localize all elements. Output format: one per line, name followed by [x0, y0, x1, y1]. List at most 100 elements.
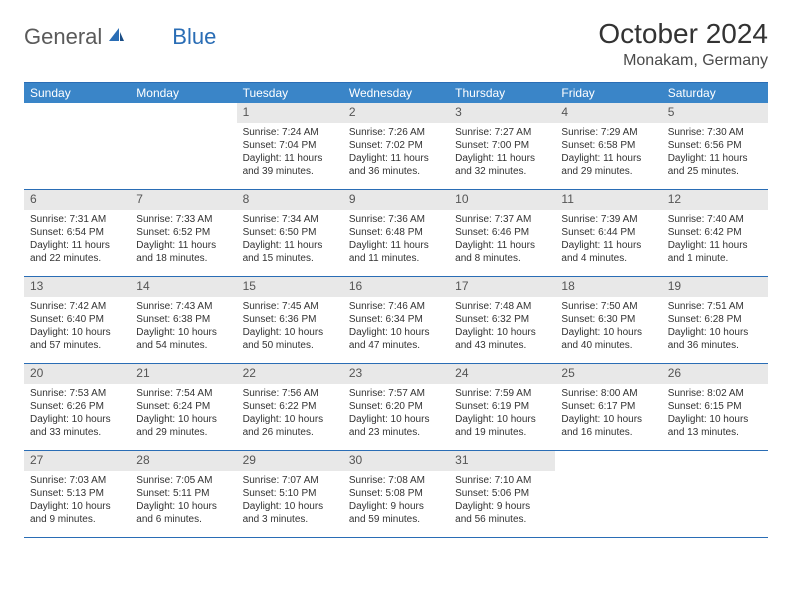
sunset-text: Sunset: 6:36 PM — [243, 313, 337, 326]
day-number: 11 — [555, 190, 661, 210]
blank-cell — [130, 103, 236, 189]
day-body: Sunrise: 7:43 AMSunset: 6:38 PMDaylight:… — [130, 297, 236, 358]
day-body: Sunrise: 7:50 AMSunset: 6:30 PMDaylight:… — [555, 297, 661, 358]
daylight-text-2: and 40 minutes. — [561, 339, 655, 352]
sunset-text: Sunset: 6:17 PM — [561, 400, 655, 413]
day-body: Sunrise: 7:40 AMSunset: 6:42 PMDaylight:… — [662, 210, 768, 271]
sunset-text: Sunset: 6:30 PM — [561, 313, 655, 326]
daylight-text-1: Daylight: 10 hours — [30, 500, 124, 513]
day-number: 28 — [130, 451, 236, 471]
daylight-text-2: and 1 minute. — [668, 252, 762, 265]
sunrise-text: Sunrise: 8:02 AM — [668, 387, 762, 400]
daylight-text-2: and 18 minutes. — [136, 252, 230, 265]
day-cell: 22Sunrise: 7:56 AMSunset: 6:22 PMDayligh… — [237, 364, 343, 450]
daylight-text-1: Daylight: 10 hours — [243, 500, 337, 513]
daylight-text-1: Daylight: 10 hours — [136, 500, 230, 513]
daylight-text-1: Daylight: 10 hours — [30, 413, 124, 426]
day-number: 24 — [449, 364, 555, 384]
daylight-text-2: and 29 minutes. — [136, 426, 230, 439]
day-cell: 9Sunrise: 7:36 AMSunset: 6:48 PMDaylight… — [343, 190, 449, 276]
daylight-text-1: Daylight: 11 hours — [455, 152, 549, 165]
day-body: Sunrise: 7:05 AMSunset: 5:11 PMDaylight:… — [130, 471, 236, 532]
day-cell: 23Sunrise: 7:57 AMSunset: 6:20 PMDayligh… — [343, 364, 449, 450]
day-number: 26 — [662, 364, 768, 384]
day-number: 22 — [237, 364, 343, 384]
day-body: Sunrise: 7:29 AMSunset: 6:58 PMDaylight:… — [555, 123, 661, 184]
daylight-text-2: and 4 minutes. — [561, 252, 655, 265]
daylight-text-1: Daylight: 10 hours — [455, 326, 549, 339]
sunset-text: Sunset: 6:58 PM — [561, 139, 655, 152]
daylight-text-1: Daylight: 11 hours — [30, 239, 124, 252]
day-cell: 24Sunrise: 7:59 AMSunset: 6:19 PMDayligh… — [449, 364, 555, 450]
day-number: 25 — [555, 364, 661, 384]
daylight-text-2: and 57 minutes. — [30, 339, 124, 352]
dow-header: Tuesday — [237, 83, 343, 103]
day-number: 9 — [343, 190, 449, 210]
day-cell: 12Sunrise: 7:40 AMSunset: 6:42 PMDayligh… — [662, 190, 768, 276]
day-cell: 27Sunrise: 7:03 AMSunset: 5:13 PMDayligh… — [24, 451, 130, 537]
sunset-text: Sunset: 6:26 PM — [30, 400, 124, 413]
day-body: Sunrise: 7:51 AMSunset: 6:28 PMDaylight:… — [662, 297, 768, 358]
sunset-text: Sunset: 6:54 PM — [30, 226, 124, 239]
sunrise-text: Sunrise: 7:27 AM — [455, 126, 549, 139]
day-body: Sunrise: 7:46 AMSunset: 6:34 PMDaylight:… — [343, 297, 449, 358]
sunrise-text: Sunrise: 7:48 AM — [455, 300, 549, 313]
daylight-text-2: and 47 minutes. — [349, 339, 443, 352]
daylight-text-2: and 54 minutes. — [136, 339, 230, 352]
day-number: 16 — [343, 277, 449, 297]
sunset-text: Sunset: 6:40 PM — [30, 313, 124, 326]
day-body: Sunrise: 8:02 AMSunset: 6:15 PMDaylight:… — [662, 384, 768, 445]
sunrise-text: Sunrise: 7:53 AM — [30, 387, 124, 400]
sunrise-text: Sunrise: 7:24 AM — [243, 126, 337, 139]
daylight-text-1: Daylight: 10 hours — [561, 326, 655, 339]
sunset-text: Sunset: 6:28 PM — [668, 313, 762, 326]
daylight-text-1: Daylight: 11 hours — [136, 239, 230, 252]
day-body: Sunrise: 7:27 AMSunset: 7:00 PMDaylight:… — [449, 123, 555, 184]
week-row: 1Sunrise: 7:24 AMSunset: 7:04 PMDaylight… — [24, 103, 768, 190]
day-body: Sunrise: 7:31 AMSunset: 6:54 PMDaylight:… — [24, 210, 130, 271]
day-number: 13 — [24, 277, 130, 297]
daylight-text-1: Daylight: 11 hours — [561, 239, 655, 252]
day-cell: 3Sunrise: 7:27 AMSunset: 7:00 PMDaylight… — [449, 103, 555, 189]
sunset-text: Sunset: 6:24 PM — [136, 400, 230, 413]
sail-icon — [106, 24, 126, 50]
daylight-text-1: Daylight: 10 hours — [455, 413, 549, 426]
day-body: Sunrise: 7:56 AMSunset: 6:22 PMDaylight:… — [237, 384, 343, 445]
day-body: Sunrise: 7:07 AMSunset: 5:10 PMDaylight:… — [237, 471, 343, 532]
dow-header: Monday — [130, 83, 236, 103]
sunrise-text: Sunrise: 7:37 AM — [455, 213, 549, 226]
dow-row: SundayMondayTuesdayWednesdayThursdayFrid… — [24, 83, 768, 103]
daylight-text-2: and 23 minutes. — [349, 426, 443, 439]
daylight-text-2: and 25 minutes. — [668, 165, 762, 178]
brand-logo: General Blue — [24, 18, 216, 50]
daylight-text-2: and 59 minutes. — [349, 513, 443, 526]
sunrise-text: Sunrise: 7:39 AM — [561, 213, 655, 226]
month-title: October 2024 — [598, 18, 768, 50]
daylight-text-2: and 3 minutes. — [243, 513, 337, 526]
day-number: 29 — [237, 451, 343, 471]
day-number: 30 — [343, 451, 449, 471]
sunrise-text: Sunrise: 7:42 AM — [30, 300, 124, 313]
day-cell: 15Sunrise: 7:45 AMSunset: 6:36 PMDayligh… — [237, 277, 343, 363]
day-cell: 13Sunrise: 7:42 AMSunset: 6:40 PMDayligh… — [24, 277, 130, 363]
day-cell: 1Sunrise: 7:24 AMSunset: 7:04 PMDaylight… — [237, 103, 343, 189]
day-cell: 26Sunrise: 8:02 AMSunset: 6:15 PMDayligh… — [662, 364, 768, 450]
weeks-container: 1Sunrise: 7:24 AMSunset: 7:04 PMDaylight… — [24, 103, 768, 538]
sunrise-text: Sunrise: 7:36 AM — [349, 213, 443, 226]
sunset-text: Sunset: 7:02 PM — [349, 139, 443, 152]
daylight-text-1: Daylight: 11 hours — [243, 152, 337, 165]
week-row: 27Sunrise: 7:03 AMSunset: 5:13 PMDayligh… — [24, 451, 768, 538]
sunrise-text: Sunrise: 7:08 AM — [349, 474, 443, 487]
dow-header: Friday — [555, 83, 661, 103]
sunrise-text: Sunrise: 7:45 AM — [243, 300, 337, 313]
blank-cell — [555, 451, 661, 537]
daylight-text-1: Daylight: 11 hours — [349, 152, 443, 165]
dow-header: Saturday — [662, 83, 768, 103]
day-number: 6 — [24, 190, 130, 210]
day-number: 12 — [662, 190, 768, 210]
day-number: 7 — [130, 190, 236, 210]
day-cell: 6Sunrise: 7:31 AMSunset: 6:54 PMDaylight… — [24, 190, 130, 276]
sunrise-text: Sunrise: 7:31 AM — [30, 213, 124, 226]
day-number: 21 — [130, 364, 236, 384]
sunrise-text: Sunrise: 7:10 AM — [455, 474, 549, 487]
